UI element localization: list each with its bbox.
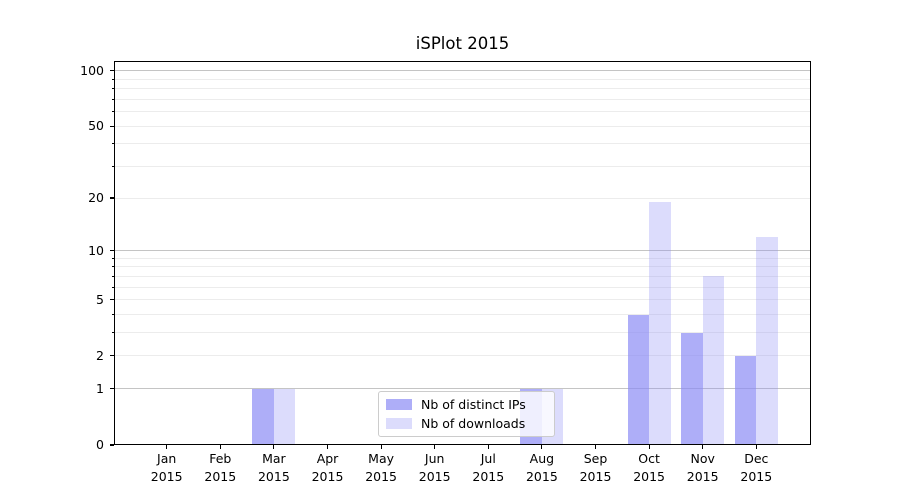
bar-distinct-ips-mar-2015 (252, 388, 274, 445)
x-tick-label: Jan 2015 (150, 451, 183, 484)
legend-swatch-downloads-icon (386, 418, 412, 429)
y-tick-label: 1 (96, 380, 104, 396)
gridline-major (114, 250, 811, 252)
legend-swatch-distinct-ips-icon (386, 399, 412, 410)
y-minor-tick-mark (111, 266, 114, 268)
bar-downloads-dec-2015 (756, 237, 778, 445)
y-tick-label: 50 (88, 118, 104, 134)
x-tick-label: Aug 2015 (525, 451, 558, 484)
x-tick-mark (541, 445, 543, 449)
x-tick-label: Oct 2015 (633, 451, 665, 484)
y-tick-label: 10 (88, 242, 104, 258)
gridline-minor (114, 286, 811, 288)
y-minor-tick-mark (111, 275, 114, 277)
legend-label-downloads: Nb of downloads (421, 416, 526, 431)
x-tick-mark (273, 445, 275, 449)
x-tick-label: Apr 2015 (311, 451, 344, 484)
gridline-minor (114, 313, 811, 315)
x-tick-mark (219, 445, 221, 449)
plot-area (114, 61, 811, 445)
legend-item-downloads: Nb of downloads (386, 416, 546, 431)
bar-downloads-nov-2015 (702, 276, 725, 445)
x-tick-label: Nov 2015 (686, 451, 719, 484)
y-minor-tick-mark (111, 98, 114, 100)
legend: Nb of distinct IPs Nb of downloads (378, 391, 555, 437)
x-tick-label: Jul 2015 (472, 451, 505, 484)
gridline-minor (114, 143, 811, 145)
y-tick-label: 2 (96, 347, 104, 363)
y-minor-tick-mark (111, 257, 114, 259)
bar-downloads-oct-2015 (649, 202, 671, 445)
bar-distinct-ips-nov-2015 (681, 332, 703, 445)
y-minor-tick-mark (111, 331, 114, 334)
x-tick-mark (380, 445, 382, 449)
y-tick-label: 20 (88, 190, 104, 206)
gridline-minor (114, 275, 811, 277)
gridline-minor (114, 355, 811, 357)
legend-label-distinct-ips: Nb of distinct IPs (421, 397, 526, 412)
x-tick-mark (326, 445, 329, 449)
x-tick-mark (702, 445, 704, 449)
y-minor-tick-mark (111, 110, 114, 113)
x-tick-label: May 2015 (365, 451, 397, 484)
y-minor-tick-mark (111, 87, 114, 90)
y-minor-tick-mark (111, 143, 114, 145)
y-tick-mark (110, 197, 114, 199)
y-tick-mark (110, 70, 114, 72)
y-tick-mark (110, 355, 114, 357)
gridline-minor (114, 266, 811, 268)
gridline-minor (114, 197, 811, 199)
gridline-minor (114, 88, 811, 90)
x-tick-mark (648, 445, 650, 449)
y-tick-mark (110, 444, 114, 446)
gridline-major (114, 70, 811, 72)
gridline-minor (114, 78, 811, 80)
gridline-minor (114, 332, 811, 334)
gridline-minor (114, 125, 811, 127)
x-tick-label: Sep 2015 (579, 451, 612, 484)
y-minor-tick-mark (111, 78, 114, 80)
y-tick-label: 100 (80, 62, 104, 78)
y-tick-label: 5 (96, 291, 104, 307)
legend-item-distinct-ips: Nb of distinct IPs (386, 397, 546, 412)
y-tick-mark (110, 249, 114, 252)
x-tick-mark (487, 445, 489, 449)
y-minor-tick-mark (111, 313, 114, 316)
y-minor-tick-mark (111, 165, 114, 168)
bar-distinct-ips-dec-2015 (734, 355, 757, 445)
x-tick-label: Jun 2015 (418, 451, 451, 484)
x-tick-label: Feb 2015 (204, 451, 237, 484)
chart-title: iSPlot 2015 (415, 34, 510, 53)
x-tick-mark (166, 445, 168, 449)
gridline-minor (114, 98, 811, 100)
x-tick-label: Dec 2015 (740, 451, 773, 484)
x-tick-mark (434, 445, 436, 449)
gridline-major (114, 388, 811, 390)
y-tick-label: 0 (96, 437, 104, 452)
y-minor-tick-mark (111, 286, 114, 288)
gridline-minor (114, 299, 811, 301)
x-tick-mark (594, 445, 597, 449)
y-tick-mark (110, 125, 114, 127)
bar-distinct-ips-oct-2015 (627, 314, 650, 445)
bar-downloads-mar-2015 (273, 388, 296, 445)
gridline-minor (114, 165, 811, 167)
gridline-minor (114, 111, 811, 113)
y-tick-mark (110, 299, 114, 301)
x-tick-label: Mar 2015 (257, 451, 290, 484)
x-tick-mark (755, 445, 757, 449)
y-tick-mark (110, 388, 114, 390)
gridline-minor (114, 257, 811, 259)
